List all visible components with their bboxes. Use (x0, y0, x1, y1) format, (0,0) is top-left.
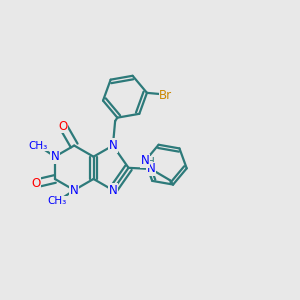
Text: N: N (109, 139, 117, 152)
Text: N: N (70, 184, 79, 196)
Text: O: O (31, 177, 40, 190)
Text: O: O (58, 120, 68, 133)
Text: Br: Br (159, 88, 172, 102)
Text: CH₃: CH₃ (48, 196, 67, 206)
Text: N: N (50, 150, 59, 163)
Text: N: N (146, 162, 155, 176)
Text: H: H (147, 157, 155, 166)
Text: CH₃: CH₃ (28, 140, 48, 151)
Text: N: N (109, 184, 117, 196)
Text: N: N (141, 154, 149, 167)
